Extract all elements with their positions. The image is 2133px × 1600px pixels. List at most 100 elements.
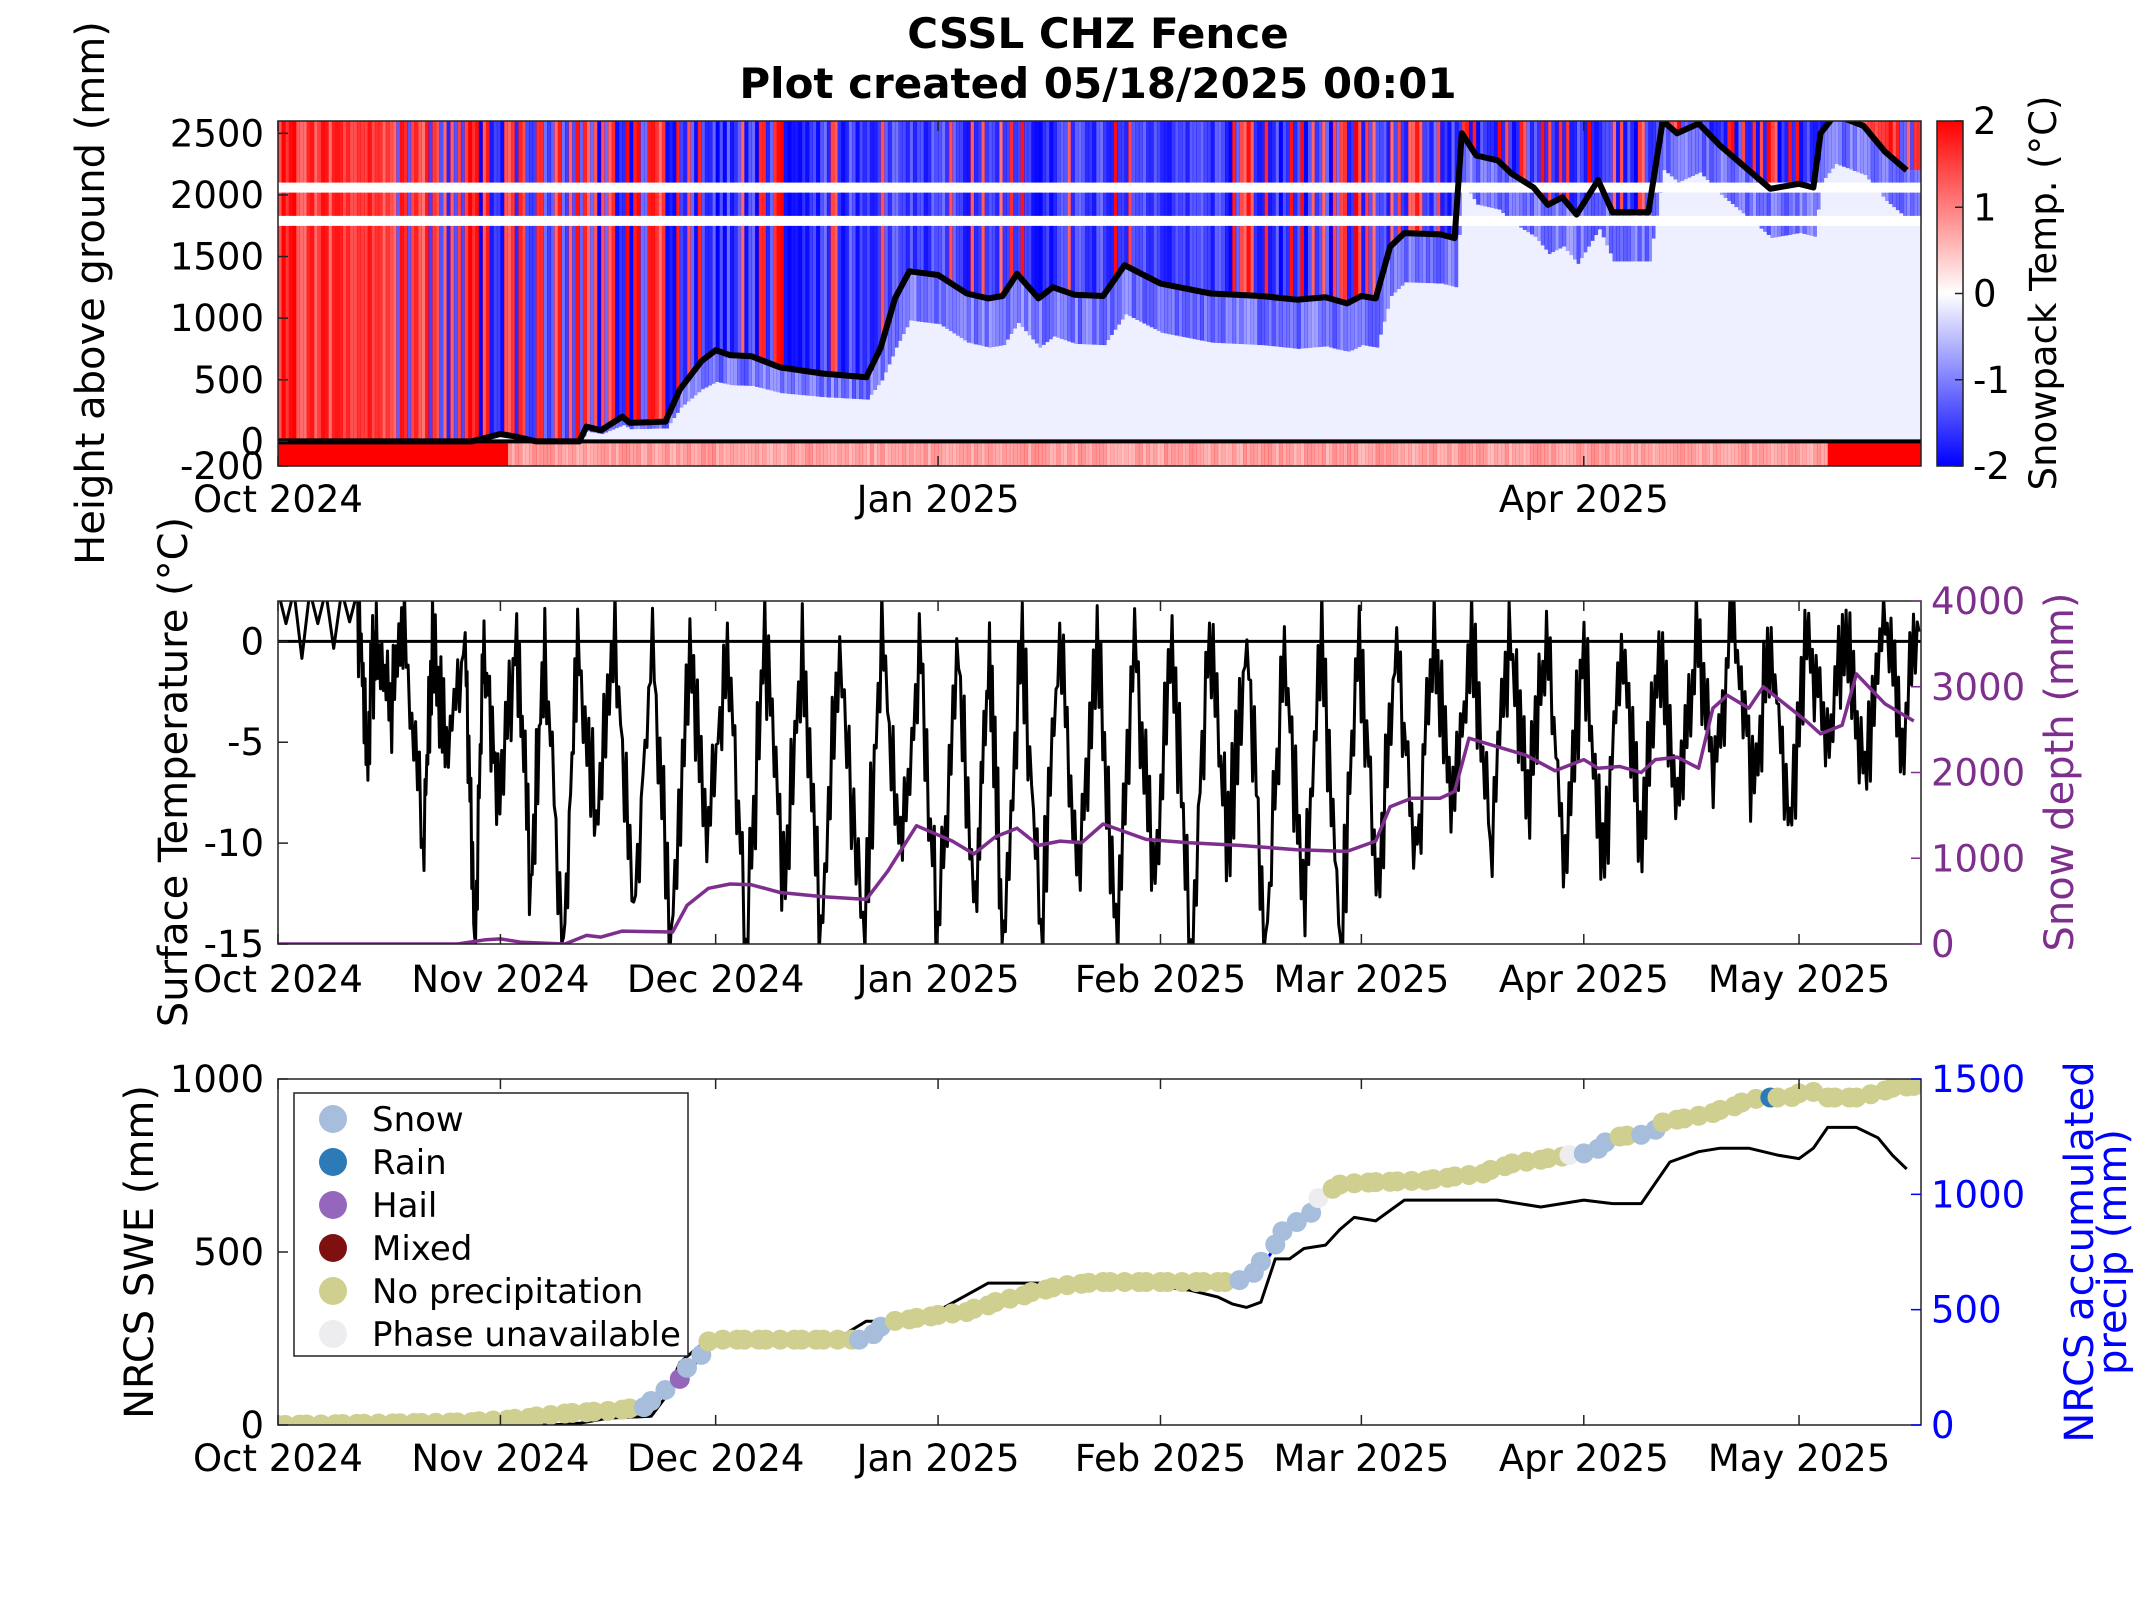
heatmap-column-snow-top: [1809, 186, 1814, 236]
heatmap-column-soil: [346, 441, 351, 466]
heatmap-column-air: [1085, 121, 1090, 296]
heatmap-column-soil: [1131, 441, 1136, 466]
heatmap-column-snow-top: [1651, 189, 1656, 239]
heatmap-column-air: [859, 121, 864, 377]
heatmap-column-snow-top: [1210, 293, 1215, 343]
heatmap-column-snow-top: [1185, 288, 1190, 338]
heatmap-column-air: [324, 121, 329, 442]
heatmap-column-air: [744, 121, 749, 356]
heatmap-column-air: [1537, 121, 1542, 192]
figure-title-line2: Plot created 05/18/2025 00:01: [739, 59, 1456, 108]
colorbar-ticks: 210-1-2: [1955, 100, 2010, 488]
heatmap-column-snow-top: [808, 371, 813, 396]
heatmap-column-soil: [611, 441, 616, 466]
heatmap-column-air: [794, 121, 799, 370]
heatmap-column-snow-core: [647, 428, 652, 442]
heatmap-column-air: [1013, 121, 1018, 280]
heatmap-column-snow-core: [1479, 205, 1484, 442]
heatmap-column-snow-top: [1418, 233, 1423, 283]
heatmap-column-snow-core: [1264, 345, 1269, 442]
heatmap-column-air: [841, 121, 846, 376]
heatmap-column-air: [1060, 121, 1065, 290]
heatmap-column-snow-top: [1795, 184, 1800, 234]
heatmap-column-snow-top: [1300, 299, 1305, 349]
heatmap-column-air: [1217, 121, 1222, 294]
heatmap-column-snow-core: [1156, 331, 1161, 442]
heatmap-column-snow-top: [1393, 243, 1398, 293]
heatmap-column-snow-top: [726, 353, 731, 385]
heatmap-column-snow-core: [1809, 235, 1814, 442]
heatmap-column-snow-core: [808, 395, 813, 442]
heatmap-column-air: [1415, 121, 1420, 234]
heatmap-column-snow-core: [923, 322, 928, 442]
heatmap-column-air: [1171, 121, 1176, 286]
heatmap-column-soil: [1375, 441, 1380, 466]
heatmap-column-soil: [1074, 441, 1079, 466]
heatmap-column-air: [1092, 121, 1097, 296]
heatmap-column-snow-top: [1526, 183, 1531, 233]
heatmap-column-air: [346, 121, 351, 442]
heatmap-column-air: [1540, 121, 1545, 197]
heatmap-column-snow-core: [726, 384, 731, 442]
heatmap-column-snow-top: [909, 271, 914, 321]
heatmap-column-air: [1056, 121, 1061, 289]
heatmap-column-snow-core: [1623, 261, 1628, 442]
heatmap-column-snow-core: [1103, 345, 1108, 442]
heatmap-column-air: [1504, 121, 1509, 168]
heatmap-column-snow-core: [1766, 234, 1771, 442]
heatmap-column-soil: [453, 441, 458, 466]
heatmap-column-soil: [331, 441, 336, 466]
heatmap-column-snow-core: [1806, 234, 1811, 442]
heatmap-column-soil: [895, 441, 900, 466]
heatmap-column-snow-top: [1189, 289, 1194, 339]
heatmap-column-soil: [769, 441, 774, 466]
heatmap-column-air: [417, 121, 422, 442]
heatmap-column-soil: [1178, 441, 1183, 466]
heatmap-column-snow-top: [1594, 185, 1599, 236]
heatmap-column-snow-top: [1573, 210, 1578, 260]
heatmap-column-snow-core: [740, 385, 745, 442]
heatmap-column-soil: [744, 441, 749, 466]
heatmap-column-air: [765, 121, 770, 362]
heatmap-column-snow-top: [812, 372, 817, 397]
heatmap-column-air: [464, 121, 469, 442]
heatmap-column-soil: [909, 441, 914, 466]
heatmap-column-soil: [1824, 441, 1829, 466]
heatmap-column-soil: [1576, 441, 1581, 466]
heatmap-column-snow-top: [834, 374, 839, 398]
heatmap-column-snow-core: [1770, 238, 1775, 442]
heatmap-column-snow-top: [1113, 280, 1118, 330]
heatmap-column-soil: [1698, 441, 1703, 466]
y-tick-label: 1000: [170, 1058, 264, 1101]
heatmap-column-air: [633, 121, 638, 423]
x-tick-label: Apr 2025: [1499, 958, 1669, 1001]
heatmap-column-air: [1214, 121, 1219, 294]
heatmap-column-snow-core: [1906, 219, 1911, 442]
heatmap-column-snow-top: [615, 421, 620, 429]
heatmap-column-snow-top: [1802, 184, 1807, 235]
heatmap-column-soil: [1325, 441, 1330, 466]
heatmap-column-soil: [798, 441, 803, 466]
heatmap-column-snow-core: [934, 323, 939, 442]
heatmap-column-snow-core: [1418, 282, 1423, 442]
heatmap-column-soil: [1286, 441, 1291, 466]
heatmap-column-snow-core: [1049, 339, 1054, 442]
heatmap-column-snow-core: [790, 394, 795, 442]
y2-tick-label: 2000: [1931, 752, 2025, 795]
heatmap-column-air: [1009, 121, 1014, 285]
heatmap-column-snow-core: [1225, 343, 1230, 442]
heatmap-column-snow-core: [1720, 194, 1725, 442]
heatmap-column-soil: [1666, 441, 1671, 466]
legend-label: Hail: [372, 1186, 437, 1226]
heatmap-column-snow-top: [988, 298, 993, 348]
heatmap-column-snow-core: [629, 429, 634, 442]
heatmap-column-snow-core: [1526, 232, 1531, 442]
heatmap-column-soil: [349, 441, 354, 466]
y2-tick-label: 0: [1931, 1404, 1955, 1447]
heatmap-column-snow-top: [1867, 130, 1872, 180]
heatmap-column-snow-top: [1874, 138, 1879, 189]
heatmap-column-air: [995, 121, 1000, 298]
heatmap-column-snow-core: [1497, 209, 1502, 442]
heatmap-column-air: [1587, 121, 1592, 198]
y-tick-label: 500: [193, 1231, 264, 1274]
